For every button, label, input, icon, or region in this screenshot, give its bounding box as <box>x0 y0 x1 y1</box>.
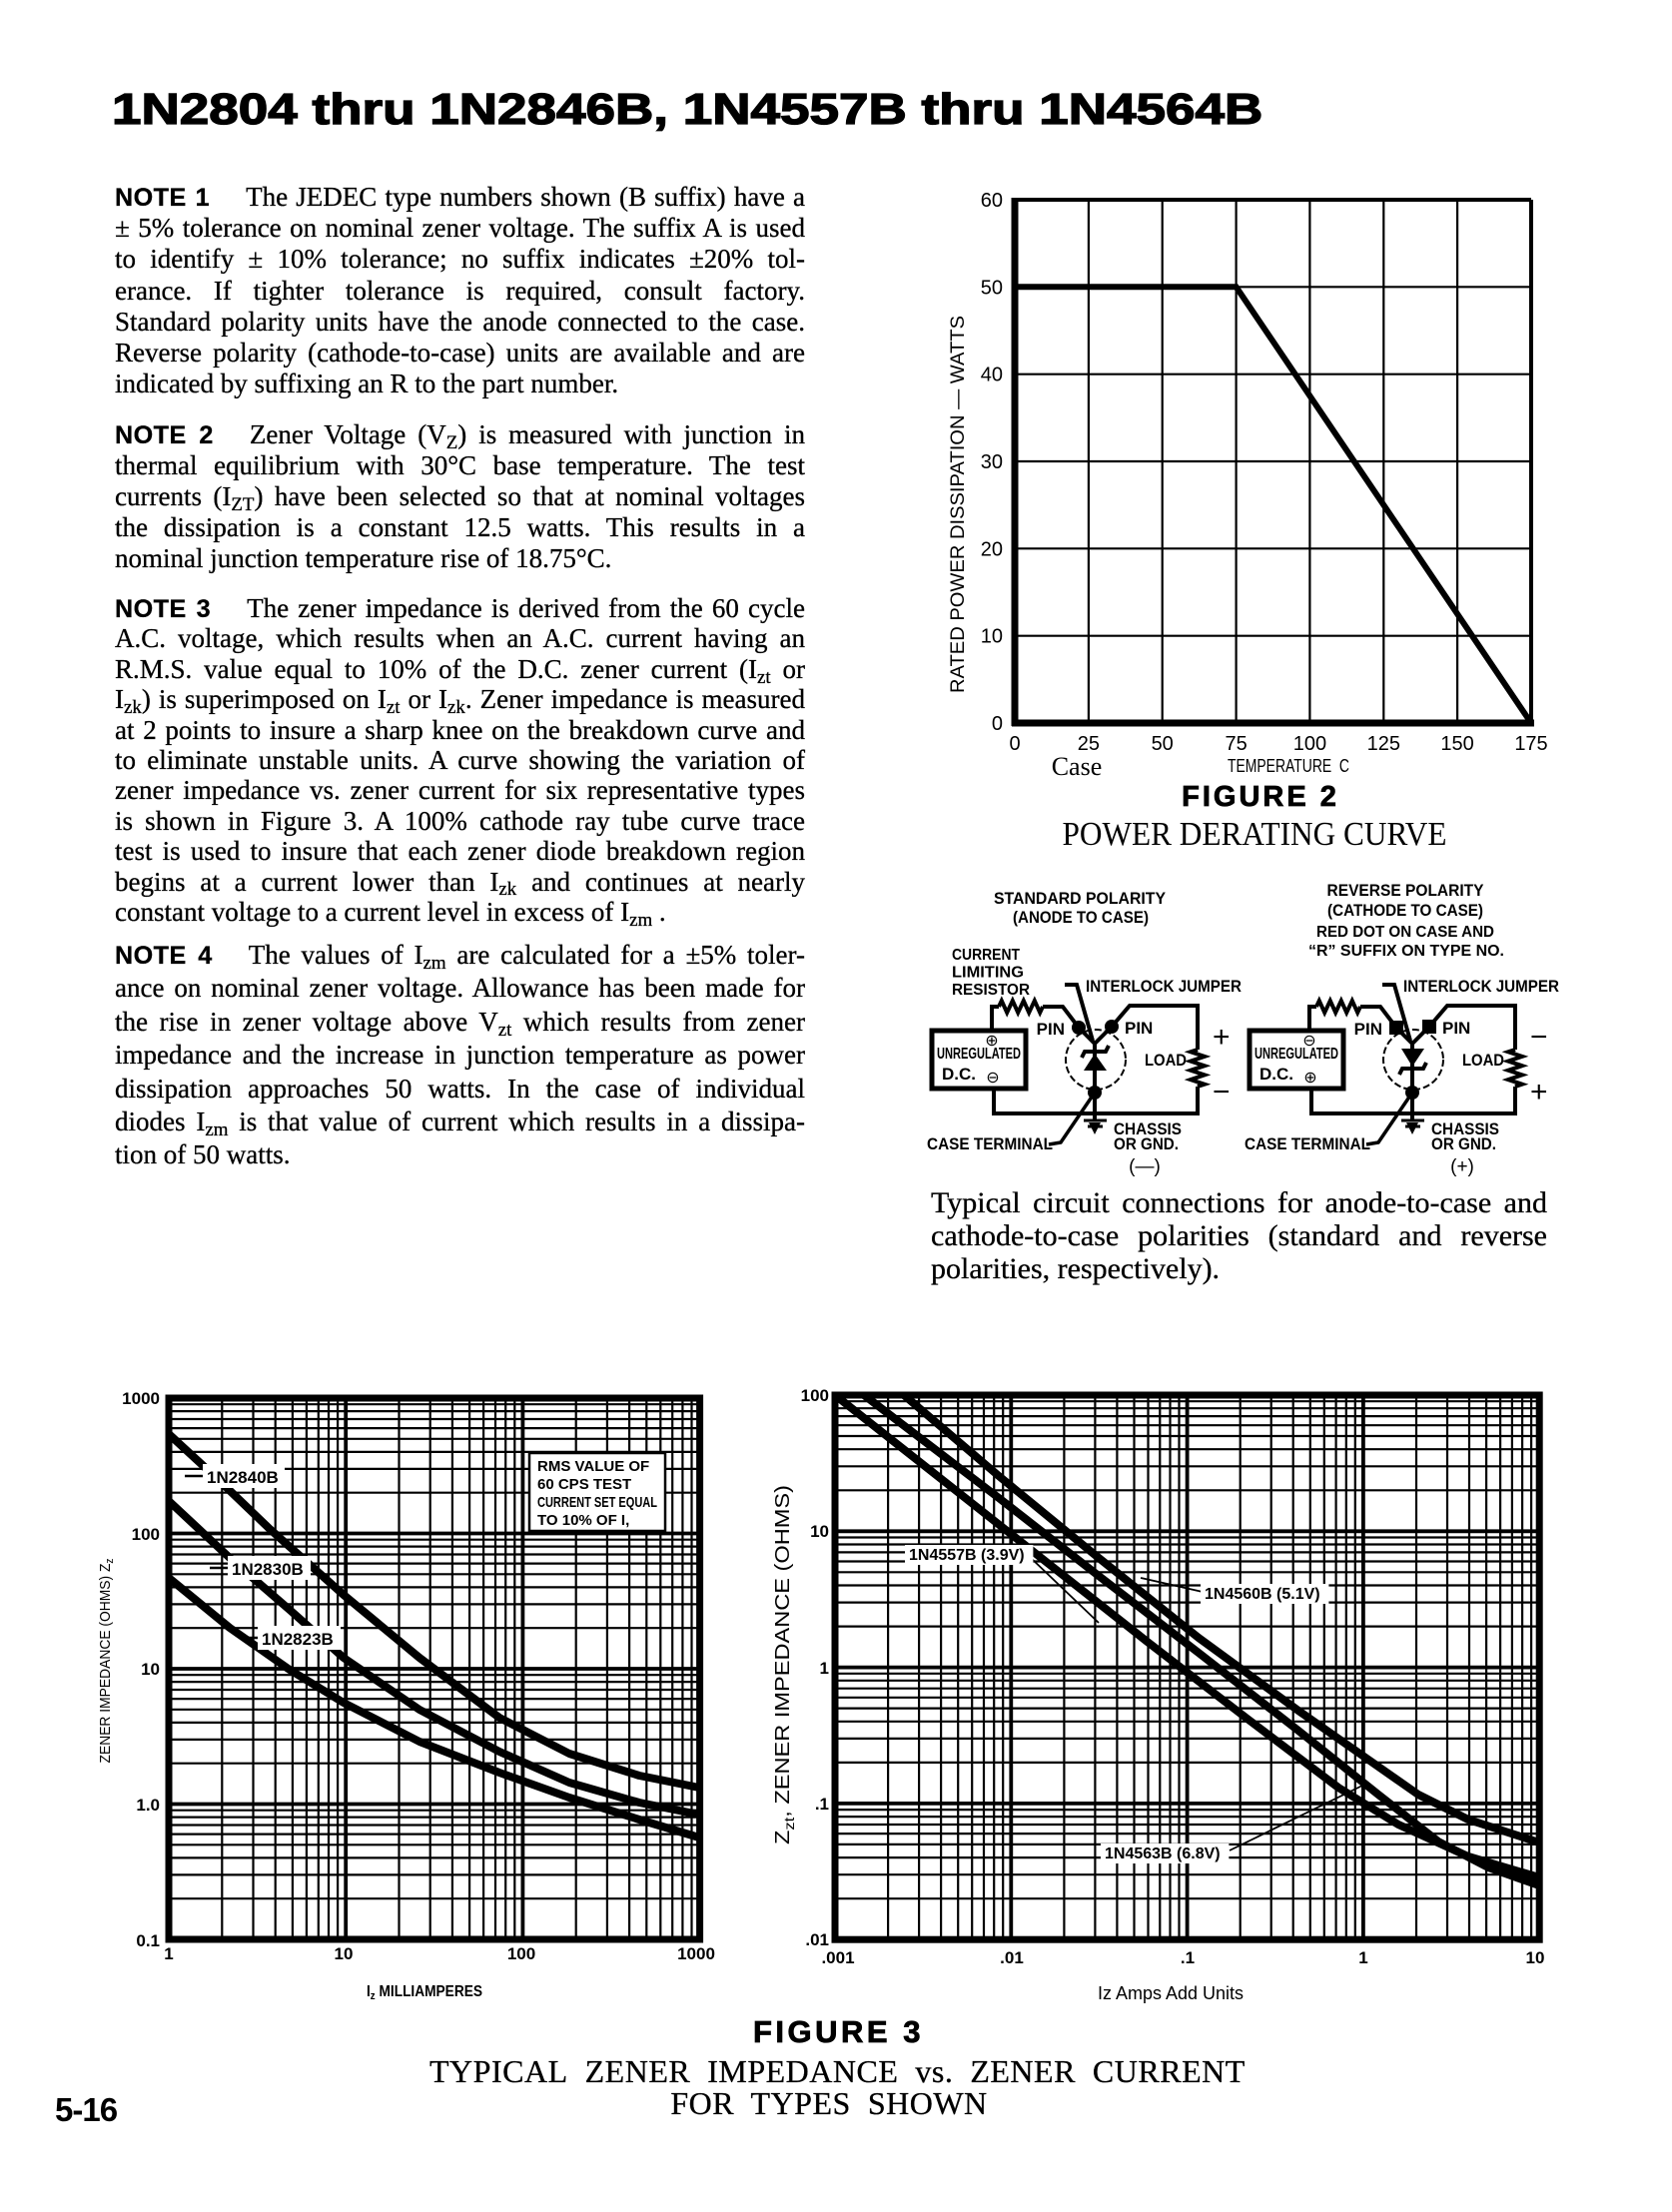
svg-text:1N2830B: 1N2830B <box>232 1560 304 1579</box>
svg-text:1: 1 <box>164 1944 173 1963</box>
svg-text:.1: .1 <box>815 1795 829 1814</box>
svg-text:PIN: PIN <box>1442 1019 1470 1038</box>
svg-text:D.C.: D.C. <box>942 1065 976 1084</box>
svg-text:10: 10 <box>335 1944 354 1963</box>
svg-text:LOAD: LOAD <box>1462 1051 1504 1070</box>
svg-text:50: 50 <box>981 277 1003 299</box>
svg-text:RMS VALUE OF: RMS VALUE OF <box>537 1458 649 1475</box>
svg-text:0: 0 <box>1009 733 1020 755</box>
svg-text:ZENER IMPEDANCE (OHMS) Zz: ZENER IMPEDANCE (OHMS) Zz <box>97 1559 116 1764</box>
svg-text:PIN: PIN <box>1354 1020 1382 1039</box>
svg-text:INTERLOCK JUMPER: INTERLOCK JUMPER <box>1403 977 1559 996</box>
svg-text:10: 10 <box>981 626 1003 648</box>
svg-text:⊕: ⊕ <box>1303 1070 1316 1087</box>
svg-text:1N4560B (5.1V): 1N4560B (5.1V) <box>1205 1586 1320 1603</box>
svg-text:.001: .001 <box>821 1948 854 1967</box>
svg-text:1: 1 <box>820 1659 829 1678</box>
svg-text:10: 10 <box>1526 1948 1545 1967</box>
svg-text:REVERSE POLARITY: REVERSE POLARITY <box>1327 881 1485 900</box>
svg-text:TEMPERATURE C: TEMPERATURE C <box>1228 756 1349 776</box>
svg-text:10: 10 <box>810 1522 829 1541</box>
svg-text:50: 50 <box>1152 733 1174 755</box>
svg-text:POWER DERATING CURVE: POWER DERATING CURVE <box>1063 816 1447 853</box>
svg-text:D.C.: D.C. <box>1259 1065 1293 1084</box>
svg-text:125: 125 <box>1367 733 1400 755</box>
svg-text:0.1: 0.1 <box>136 1931 160 1950</box>
svg-text:STANDARD POLARITY: STANDARD POLARITY <box>994 889 1167 908</box>
svg-text:PIN: PIN <box>1125 1019 1153 1038</box>
svg-text:LIMITING: LIMITING <box>952 965 1024 982</box>
svg-text:175: 175 <box>1514 733 1547 755</box>
svg-text:100: 100 <box>1293 733 1326 755</box>
svg-text:CURRENT SET EQUAL: CURRENT SET EQUAL <box>537 1494 657 1511</box>
svg-text:1N2840B: 1N2840B <box>207 1468 279 1487</box>
svg-text:Case: Case <box>1052 752 1103 781</box>
svg-text:OR GND.: OR GND. <box>1114 1134 1179 1153</box>
svg-text:.01: .01 <box>1000 1948 1024 1967</box>
svg-text:1N2823B: 1N2823B <box>262 1630 334 1649</box>
svg-text:25: 25 <box>1078 733 1100 755</box>
svg-text:+: + <box>1530 1076 1548 1108</box>
svg-text:1N4563B (6.8V): 1N4563B (6.8V) <box>1105 1845 1221 1862</box>
svg-text:1N4557B (3.9V): 1N4557B (3.9V) <box>909 1547 1025 1564</box>
svg-text:(ANODE TO CASE): (ANODE TO CASE) <box>1013 908 1149 927</box>
svg-text:RATED POWER DISSIPATION — WATT: RATED POWER DISSIPATION — WATTS <box>948 316 969 693</box>
svg-text:RESISTOR: RESISTOR <box>952 982 1030 999</box>
svg-text:−: − <box>1213 1076 1231 1108</box>
svg-text:INTERLOCK JUMPER: INTERLOCK JUMPER <box>1086 977 1242 996</box>
svg-text:TO 10% OF I,: TO 10% OF I, <box>537 1512 629 1529</box>
svg-text:100: 100 <box>801 1386 829 1405</box>
svg-text:1.0: 1.0 <box>136 1796 160 1815</box>
svg-text:100: 100 <box>132 1525 160 1544</box>
svg-text:30: 30 <box>981 451 1003 473</box>
svg-text:Iz MILLIAMPERES: Iz MILLIAMPERES <box>367 1983 482 2002</box>
svg-text:150: 150 <box>1440 733 1473 755</box>
svg-text:PIN: PIN <box>1037 1020 1065 1039</box>
svg-text:1000: 1000 <box>677 1944 715 1963</box>
svg-text:CASE TERMINAL: CASE TERMINAL <box>927 1134 1053 1153</box>
svg-text:CHASSIS: CHASSIS <box>1431 1119 1499 1138</box>
svg-text:10: 10 <box>141 1660 160 1679</box>
svg-text:CASE TERMINAL: CASE TERMINAL <box>1245 1134 1370 1153</box>
svg-text:UNREGULATED: UNREGULATED <box>1254 1046 1338 1063</box>
svg-text:LOAD: LOAD <box>1145 1051 1187 1070</box>
svg-text:⊖: ⊖ <box>1302 1033 1315 1050</box>
svg-text:(+): (+) <box>1450 1156 1474 1177</box>
svg-text:Zzt, ZENER IMPEDANCE (OHMS): Zzt, ZENER IMPEDANCE (OHMS) <box>772 1485 797 1844</box>
svg-text:Iz Amps Add Units: Iz Amps Add Units <box>1098 1983 1244 2003</box>
svg-text:20: 20 <box>981 538 1003 560</box>
svg-text:OR GND.: OR GND. <box>1431 1134 1496 1153</box>
svg-text:60: 60 <box>981 190 1003 212</box>
svg-text:0: 0 <box>992 713 1003 735</box>
svg-text:100: 100 <box>507 1944 535 1963</box>
svg-text:40: 40 <box>981 365 1003 386</box>
svg-text:−: − <box>1530 1021 1548 1054</box>
svg-text:.01: .01 <box>805 1930 829 1949</box>
svg-text:FIGURE 2: FIGURE 2 <box>1182 781 1339 813</box>
svg-text:CURRENT: CURRENT <box>952 947 1020 964</box>
svg-text:CHASSIS: CHASSIS <box>1114 1119 1182 1138</box>
svg-text:(CATHODE TO CASE): (CATHODE TO CASE) <box>1327 901 1483 920</box>
svg-text:⊖: ⊖ <box>986 1070 999 1087</box>
svg-text:60 CPS TEST: 60 CPS TEST <box>537 1476 631 1493</box>
svg-text:75: 75 <box>1225 733 1247 755</box>
svg-text:.1: .1 <box>1181 1948 1195 1967</box>
svg-text:1000: 1000 <box>122 1389 160 1408</box>
svg-text:RED DOT ON CASE AND: RED DOT ON CASE AND <box>1316 924 1494 941</box>
svg-text:1: 1 <box>1358 1948 1367 1967</box>
svg-text:⊕: ⊕ <box>985 1033 998 1050</box>
svg-text:(—): (—) <box>1129 1156 1161 1177</box>
svg-text:UNREGULATED: UNREGULATED <box>937 1046 1021 1063</box>
svg-text:“R” SUFFIX ON TYPE NO.: “R” SUFFIX ON TYPE NO. <box>1308 943 1504 960</box>
svg-text:+: + <box>1213 1021 1231 1054</box>
